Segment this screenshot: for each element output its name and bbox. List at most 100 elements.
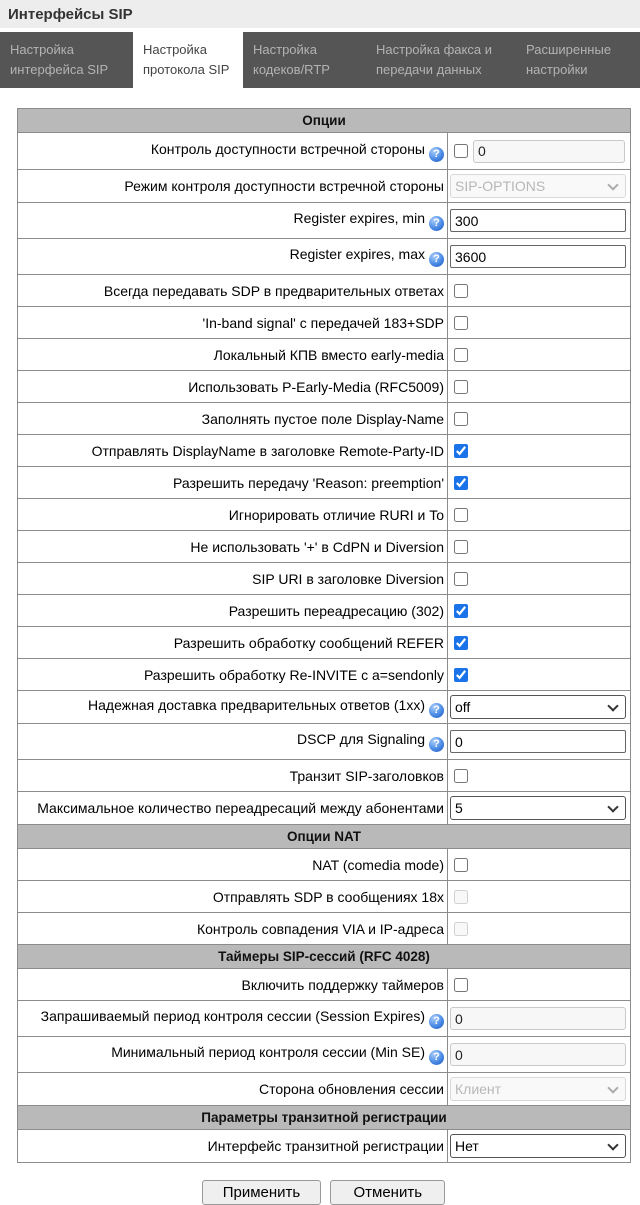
table-row: Максимальное количество переадресаций ме… xyxy=(17,791,631,825)
table-row: Register expires, max? xyxy=(17,238,631,275)
tab-3[interactable]: Настройка кодеков/RTP xyxy=(253,42,330,77)
setting-checkbox[interactable] xyxy=(454,379,468,394)
setting-checkbox[interactable] xyxy=(454,539,468,554)
table-row: DSCP для Signaling? xyxy=(17,723,631,760)
setting-label: Контроль доступности встречной стороны xyxy=(150,140,425,157)
content-area: Опции Контроль доступности встречной стор… xyxy=(0,88,640,1205)
settings-table: Опции Контроль доступности встречной стор… xyxy=(17,108,631,1163)
setting-checkbox[interactable] xyxy=(454,411,468,426)
table-row: Отправлять DisplayName в заголовке Remot… xyxy=(17,434,631,467)
setting-checkbox xyxy=(454,921,468,936)
table-row: Игнорировать отличие RURI и To xyxy=(17,498,631,531)
table-row: Разрешить обработку Re-INVITE с a=sendon… xyxy=(17,658,631,691)
setting-label: Register expires, min xyxy=(293,210,426,226)
setting-label: Максимальное количество переадресаций ме… xyxy=(37,800,444,816)
setting-input[interactable] xyxy=(450,209,626,232)
table-row: Контроль доступности встречной стороны? xyxy=(17,132,631,170)
setting-input[interactable] xyxy=(450,730,626,753)
setting-input xyxy=(450,1007,626,1030)
setting-select[interactable]: 5 xyxy=(450,796,626,820)
table-row: Режим контроля доступности встречной сто… xyxy=(17,169,631,203)
table-row: Заполнять пустое поле Display-Name xyxy=(17,402,631,435)
setting-checkbox[interactable] xyxy=(454,603,468,618)
setting-label: Локальный КПВ вместо early-media xyxy=(213,346,444,363)
setting-select[interactable]: off xyxy=(450,695,626,719)
help-icon[interactable]: ? xyxy=(429,1014,444,1029)
setting-label: 'In-band signal' с передачей 183+SDP xyxy=(202,314,444,331)
setting-checkbox[interactable] xyxy=(454,475,468,490)
setting-label: Минимальный период контроля сессии (Min … xyxy=(111,1044,425,1060)
section-title: Таймеры SIP-сессий (RFC 4028) xyxy=(17,944,631,969)
setting-label: Разрешить переадресацию (302) xyxy=(228,602,444,619)
setting-label: Включить поддержку таймеров xyxy=(241,976,444,993)
setting-checkbox[interactable] xyxy=(454,667,468,682)
setting-checkbox[interactable] xyxy=(454,635,468,650)
setting-label: Сторона обновления сессии xyxy=(259,1081,444,1097)
setting-label: Контроль совпадения VIA и IP-адреса xyxy=(196,920,444,937)
help-icon[interactable]: ? xyxy=(429,216,444,231)
table-row: NAT (comedia mode) xyxy=(17,848,631,881)
table-row: SIP URI в заголовке Diversion xyxy=(17,562,631,595)
setting-checkbox[interactable] xyxy=(454,977,468,992)
tab-5[interactable]: Расширенные настройки xyxy=(526,42,612,77)
tab-4[interactable]: Настройка факса и передачи данных xyxy=(376,42,492,77)
setting-label: Режим контроля доступности встречной сто… xyxy=(124,178,444,194)
setting-checkbox[interactable] xyxy=(454,507,468,522)
setting-select: Клиент xyxy=(450,1077,626,1101)
setting-select[interactable]: Нет xyxy=(450,1134,626,1158)
table-row: Разрешить передачу 'Reason: preemption' xyxy=(17,466,631,499)
setting-checkbox[interactable] xyxy=(454,571,468,586)
setting-input[interactable] xyxy=(450,245,626,268)
help-icon[interactable]: ? xyxy=(429,146,444,162)
page-title: Интерфейсы SIP xyxy=(0,0,640,28)
section-title: Параметры транзитной регистрации xyxy=(17,1105,631,1130)
tab-1[interactable]: Настройка интерфейса SIP xyxy=(10,42,109,77)
setting-checkbox[interactable] xyxy=(454,347,468,362)
setting-checkbox[interactable] xyxy=(454,443,468,458)
help-icon[interactable]: ? xyxy=(429,737,444,752)
table-row: Register expires, min? xyxy=(17,202,631,239)
help-icon[interactable]: ? xyxy=(429,1050,444,1065)
select-wrapper: off xyxy=(450,695,626,719)
setting-checkbox[interactable] xyxy=(454,315,468,330)
section-header-row: Опции xyxy=(17,108,631,133)
action-buttons: Применить Отменить xyxy=(17,1180,630,1205)
section-title: Опции NAT xyxy=(17,824,631,849)
table-row: Интерфейс транзитной регистрации Нет xyxy=(17,1129,631,1163)
cancel-button[interactable]: Отменить xyxy=(330,1180,446,1205)
table-row: Всегда передавать SDP в предварительных … xyxy=(17,274,631,307)
setting-label: Отправлять SDP в сообщениях 18x xyxy=(212,888,444,905)
setting-label: Транзит SIP-заголовков xyxy=(289,767,444,784)
section-header-row: Таймеры SIP-сессий (RFC 4028) xyxy=(17,944,631,969)
setting-checkbox[interactable] xyxy=(454,857,468,872)
tab-bar: Настройка интерфейса SIP Настройка проток… xyxy=(0,32,640,88)
setting-checkbox[interactable] xyxy=(454,144,468,158)
apply-button[interactable]: Применить xyxy=(201,1180,322,1205)
setting-label: Разрешить передачу 'Reason: preemption' xyxy=(172,474,444,491)
page-title-text: Интерфейсы SIP xyxy=(8,6,133,23)
table-row: Разрешить переадресацию (302) xyxy=(17,594,631,627)
setting-label: Заполнять пустое поле Display-Name xyxy=(201,410,444,427)
section-header-row: Параметры транзитной регистрации xyxy=(17,1105,631,1130)
table-row: Отправлять SDP в сообщениях 18x xyxy=(17,880,631,913)
setting-checkbox[interactable] xyxy=(454,283,468,298)
setting-label: Отправлять DisplayName в заголовке Remot… xyxy=(91,442,444,459)
setting-label: Игнорировать отличие RURI и To xyxy=(228,506,444,523)
table-row: Транзит SIP-заголовков xyxy=(17,759,631,792)
tab-2[interactable]: Настройка протокола SIP xyxy=(133,32,243,88)
table-row: Использовать P-Early-Media (RFC5009) xyxy=(17,370,631,403)
setting-label: NAT (comedia mode) xyxy=(312,856,444,873)
table-row: 'In-band signal' с передачей 183+SDP xyxy=(17,306,631,339)
setting-label: SIP URI в заголовке Diversion xyxy=(252,570,444,587)
setting-checkbox[interactable] xyxy=(454,768,468,783)
help-icon[interactable]: ? xyxy=(429,252,444,267)
help-icon[interactable]: ? xyxy=(429,702,444,718)
table-row: Локальный КПВ вместо early-media xyxy=(17,338,631,371)
setting-label: Надежная доставка предварительных ответо… xyxy=(88,696,425,713)
setting-label: Запрашиваемый период контроля сессии (Se… xyxy=(40,1008,425,1024)
table-row: Запрашиваемый период контроля сессии (Se… xyxy=(17,1000,631,1037)
table-row: Контроль совпадения VIA и IP-адреса xyxy=(17,912,631,945)
section-header-row: Опции NAT xyxy=(17,824,631,849)
setting-input xyxy=(473,139,625,163)
setting-label: DSCP для Signaling xyxy=(297,731,425,747)
